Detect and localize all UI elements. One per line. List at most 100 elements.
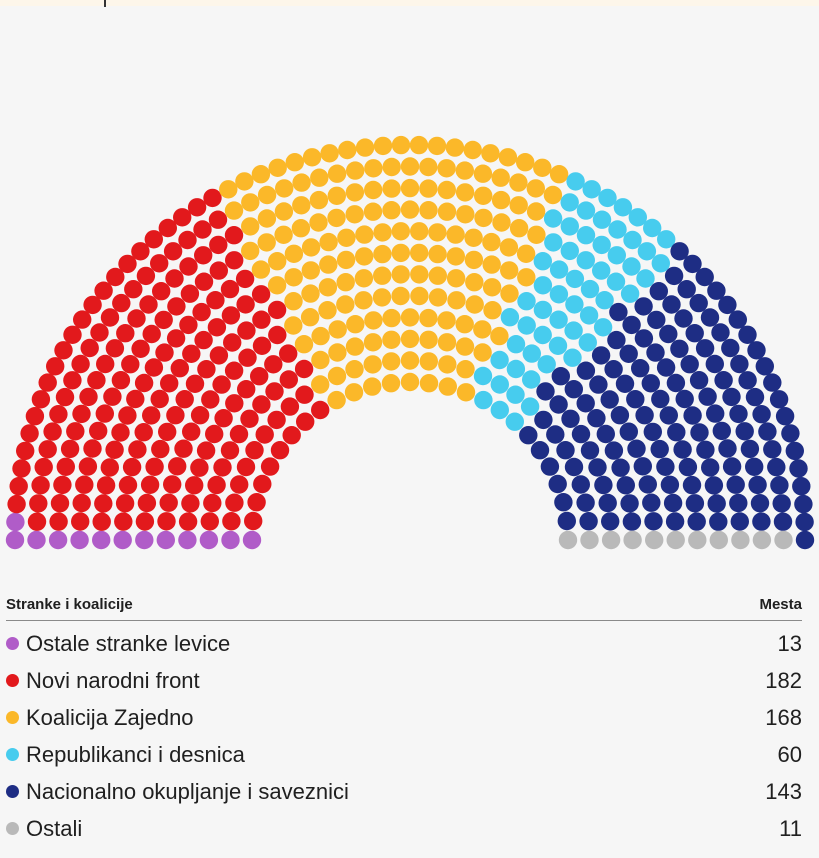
seat-dot — [72, 404, 91, 424]
seat-dot — [268, 325, 287, 345]
seat-dot — [785, 441, 804, 461]
seat-dot — [268, 158, 287, 177]
seat-dot — [598, 188, 617, 208]
seat-dot — [260, 457, 280, 476]
seat-dot — [615, 374, 635, 393]
seat-dot — [520, 397, 540, 416]
seat-dot — [207, 475, 226, 495]
seat-dot — [220, 441, 240, 460]
seat-dot — [473, 366, 493, 386]
seat-dot — [774, 530, 793, 550]
seat-dot — [543, 185, 563, 205]
seat-dot — [627, 439, 646, 458]
seat-dot — [419, 201, 438, 220]
seat-dot — [419, 157, 438, 177]
seat-dot — [221, 306, 241, 325]
seat-dot — [251, 165, 271, 184]
seat-dot — [126, 389, 145, 409]
seat-dot — [284, 244, 304, 263]
seat-dot — [338, 140, 357, 160]
seat-dot — [549, 395, 568, 414]
seat-dot — [549, 260, 569, 279]
seat-dot — [558, 530, 578, 550]
seat-dot — [500, 308, 520, 327]
seat-dot — [354, 269, 374, 288]
seat-dot — [609, 302, 628, 322]
seat-dot — [197, 360, 216, 379]
seat-dot — [644, 512, 663, 531]
seat-dot — [209, 261, 228, 280]
table-row: Ostale stranke levice 13 — [6, 625, 802, 662]
seat-dot — [66, 422, 85, 441]
seat-dot — [481, 144, 500, 163]
seat-dot — [499, 238, 519, 257]
seat-dot — [560, 193, 579, 212]
seat-dot — [659, 324, 678, 344]
seat-dot — [505, 412, 524, 431]
seat-dot — [155, 343, 174, 362]
seat-dot — [43, 422, 62, 441]
seat-dot — [622, 512, 642, 531]
seat-dot — [90, 323, 109, 342]
seat-dot — [180, 284, 200, 303]
seat-dot — [111, 371, 131, 390]
seat-dot — [428, 223, 447, 242]
seat-dot — [194, 246, 213, 265]
seat-dot — [250, 367, 269, 386]
seat-dot — [134, 423, 153, 442]
seat-dot — [213, 458, 232, 477]
seat-dot — [201, 390, 220, 409]
seat-dot — [619, 344, 638, 363]
seat-dot — [745, 457, 764, 476]
seat-dot — [446, 225, 465, 244]
seat-dot — [576, 394, 595, 413]
seat-dot — [631, 359, 650, 378]
seat-dot — [267, 410, 286, 430]
seat-dot — [689, 371, 709, 390]
seat-dot — [337, 228, 356, 247]
seat-dot — [83, 439, 102, 458]
seat-dot — [731, 530, 750, 550]
seat-dot — [704, 476, 724, 495]
seat-dot — [302, 148, 322, 167]
seat-dot — [620, 494, 639, 513]
seat-dot — [718, 295, 737, 315]
seat-dot — [354, 291, 373, 310]
seat-dot — [683, 254, 702, 274]
seat-dot — [738, 371, 757, 390]
seat-dot — [96, 476, 116, 495]
table-row: Ostali 11 — [6, 810, 802, 847]
seat-dot — [128, 440, 147, 459]
seat-dot — [500, 261, 519, 280]
table-row: Republikanci i desnica 60 — [6, 736, 802, 773]
seat-dot — [455, 315, 474, 334]
seat-dot — [400, 157, 420, 176]
seat-dot — [391, 135, 411, 155]
seat-dot — [257, 209, 277, 228]
seat-dot — [549, 165, 569, 184]
seat-dot — [533, 300, 553, 320]
seat-dot — [327, 390, 346, 410]
seat-dot — [29, 494, 48, 513]
seat-count: 143 — [765, 778, 802, 804]
table-row: Novi narodni front 182 — [6, 662, 802, 699]
seat-dot — [604, 360, 623, 379]
seat-dot — [78, 457, 98, 476]
seat-dot — [131, 339, 150, 358]
seat-dot — [588, 458, 607, 477]
seat-dot — [598, 493, 617, 513]
seat-dot — [194, 330, 213, 350]
seat-dot — [643, 422, 662, 442]
seat-dot — [311, 400, 330, 420]
seat-dot — [563, 348, 582, 367]
seat-dot — [437, 333, 457, 352]
legend-dot — [6, 711, 19, 724]
seat-dot — [251, 285, 271, 304]
seat-dot — [701, 458, 720, 477]
seat-dot — [135, 512, 155, 531]
seat-dot — [709, 530, 728, 550]
seat-dot — [592, 261, 611, 280]
seat-dot — [175, 390, 194, 409]
seat-dot — [673, 440, 692, 459]
seat-dot — [267, 276, 287, 295]
